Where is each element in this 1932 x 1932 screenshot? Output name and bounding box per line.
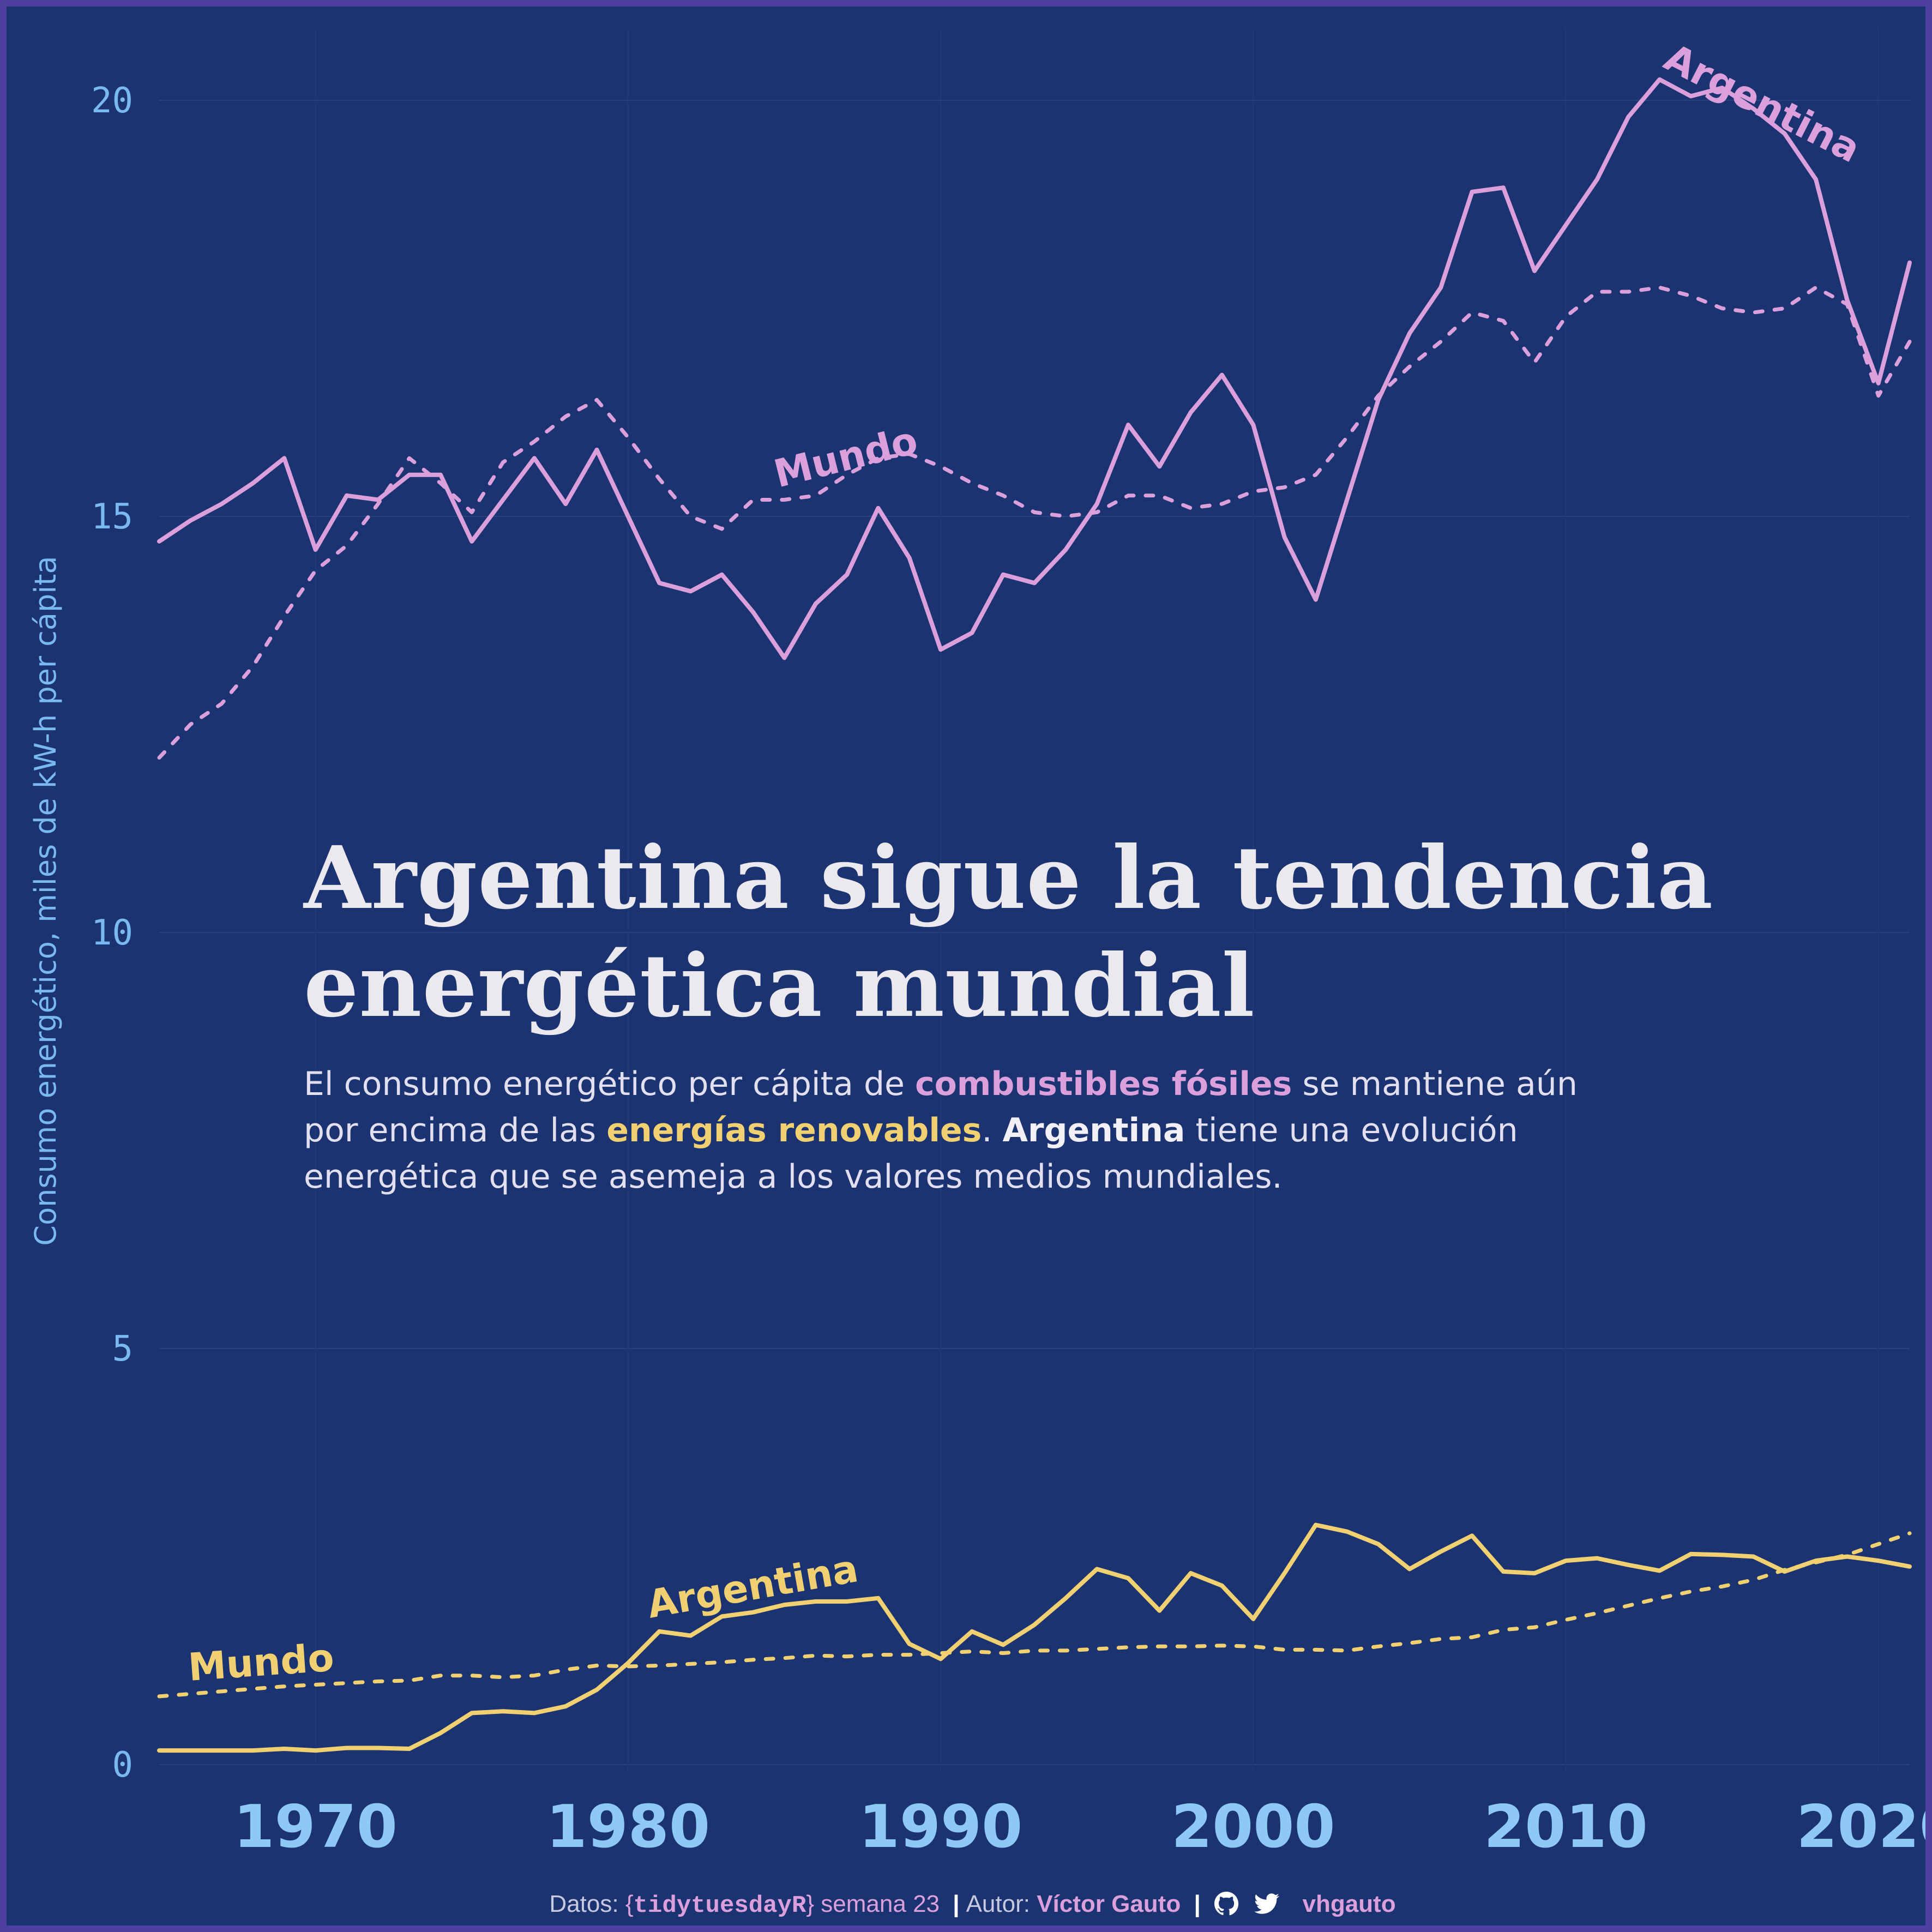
twitter-icon[interactable] xyxy=(1253,1891,1280,1916)
label-mundo-fossil: Mundo xyxy=(769,418,922,496)
footer-week: semana 23 xyxy=(814,1891,940,1917)
series-line-renewable-mundo xyxy=(157,1531,1912,1699)
footer-package: tidytuesdayR xyxy=(633,1892,806,1919)
x-tick-label: 1990 xyxy=(859,1793,1023,1861)
x-axis: 1970 1980 1990 2000 2010 2020 xyxy=(233,1793,1932,1861)
label-argentina-renewable: Argentina xyxy=(644,1546,862,1627)
footer-data-label: Datos: xyxy=(549,1891,625,1917)
subtitle-text: se mantiene aún por encima de las xyxy=(304,1065,1578,1149)
x-tick-label: 1980 xyxy=(546,1793,711,1861)
title-block: Argentina sigue la tendencia energética … xyxy=(304,824,1722,1200)
x-tick-label: 2020 xyxy=(1796,1793,1932,1861)
subtitle-text: El consumo energético per cápita de xyxy=(304,1065,916,1103)
subtitle-text: tiene una evolución energética que se as… xyxy=(304,1111,1518,1196)
footer-separator: | xyxy=(953,1891,960,1917)
y-tick-label: 0 xyxy=(112,1745,133,1785)
github-icon[interactable] xyxy=(1214,1891,1239,1916)
chart-subtitle: El consumo energético per cápita de comb… xyxy=(304,1061,1612,1200)
y-tick-label: 15 xyxy=(91,497,133,537)
y-tick-label: 5 xyxy=(112,1329,133,1369)
y-axis: 0 5 10 15 20 xyxy=(91,81,133,1785)
series-line-fossil-mundo xyxy=(157,285,1912,760)
series-line-renewable-argentina xyxy=(157,1522,1912,1753)
series-line-fossil-argentina xyxy=(157,77,1912,660)
y-tick-label: 10 xyxy=(91,913,133,953)
footer-author-name: Víctor Gauto xyxy=(1037,1891,1181,1917)
subtitle-text: . xyxy=(982,1111,1003,1149)
series-lines xyxy=(157,77,1912,1753)
line-chart: 0 5 10 15 20 1970 1980 1990 2000 2010 2020 Consum… xyxy=(28,28,1932,1861)
footer-brace: { xyxy=(625,1891,634,1917)
gridlines xyxy=(159,28,1910,1770)
x-tick-label: 2000 xyxy=(1171,1793,1335,1861)
label-mundo-renewable: Mundo xyxy=(186,1635,335,1689)
footer-separator: | xyxy=(1194,1891,1201,1917)
x-tick-label: 1970 xyxy=(233,1793,398,1861)
label-argentina-fossil: Argentina xyxy=(1657,35,1867,171)
subtitle-fossil-highlight: combustibles fósiles xyxy=(915,1065,1292,1103)
footer-brace: } xyxy=(806,1891,815,1917)
subtitle-argentina-highlight: Argentina xyxy=(1002,1111,1185,1149)
footer-author-label: Autor: xyxy=(966,1891,1037,1917)
footer-handle[interactable]: vhgauto xyxy=(1302,1891,1396,1917)
y-axis-label: Consumo energético, miles de kW-h per cá… xyxy=(28,556,63,1245)
y-tick-label: 20 xyxy=(91,81,133,121)
caption-footer: Datos: {tidytuesdayR} semana 23 | Autor: … xyxy=(7,1891,1925,1919)
subtitle-renewable-highlight: energías renovables xyxy=(606,1111,982,1149)
x-tick-label: 2010 xyxy=(1484,1793,1648,1861)
chart-title: Argentina sigue la tendencia energética … xyxy=(304,828,1714,1037)
